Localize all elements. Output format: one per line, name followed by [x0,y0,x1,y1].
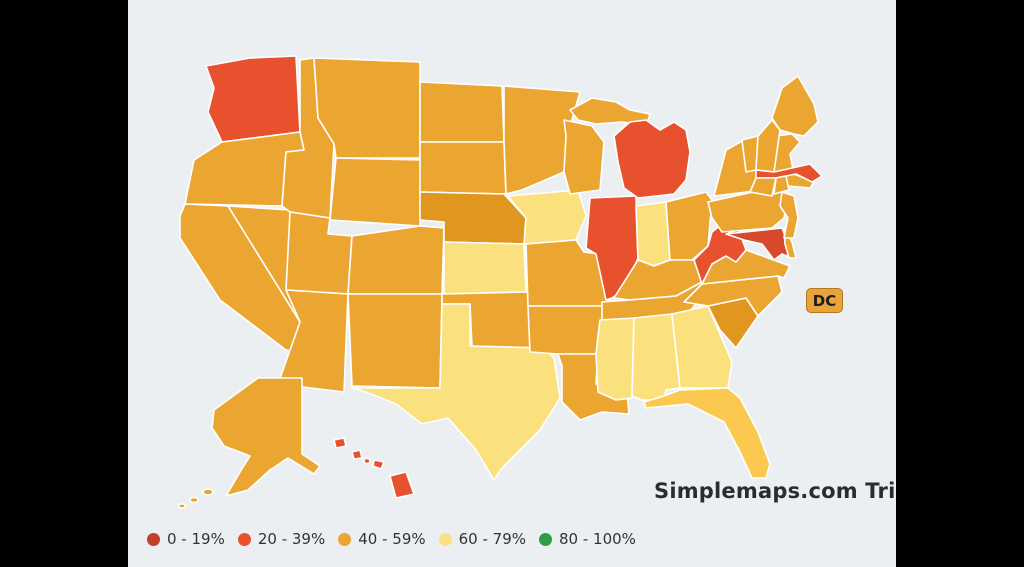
legend-swatch-20-39-icon [237,532,251,546]
state-connecticut[interactable] [749,177,777,197]
state-kansas[interactable] [443,241,527,295]
state-new-mexico[interactable] [347,293,443,389]
state-alaska-island[interactable] [189,496,199,504]
state-south-dakota[interactable] [419,141,507,195]
legend-swatch-0-19-icon [147,532,160,546]
legend-item-20-39: 20 - 39% [237,530,326,548]
state-hawaii[interactable] [363,457,371,465]
state-alaska[interactable] [211,377,321,497]
map-canvas: DC Simplemaps.com Trial 0 - 19% 20 - 39%… [128,0,896,567]
state-maryland[interactable] [725,227,793,261]
state-colorado[interactable] [347,225,445,295]
state-hawaii[interactable] [351,449,363,460]
legend-label: 80 - 100% [559,530,636,548]
dc-label[interactable]: DC [806,288,843,313]
state-florida[interactable] [643,387,771,479]
state-alaska-island[interactable] [202,488,214,496]
legend-item-0-19: 0 - 19% [147,530,225,548]
legend-swatch-40-59-icon [338,532,352,546]
state-hawaii[interactable] [372,459,385,470]
state-new-jersey[interactable] [779,191,799,239]
legend-swatch-60-79-icon [438,532,452,546]
legend: 0 - 19% 20 - 39% 40 - 59% 60 - 79% 80 - … [147,530,636,548]
state-texas[interactable] [351,303,561,481]
state-rhode-island[interactable] [773,175,790,195]
letterbox-right [896,0,1024,567]
us-choropleth-map [177,55,823,509]
state-minnesota[interactable] [503,85,581,195]
legend-item-60-79: 60 - 79% [438,530,527,548]
legend-label: 40 - 59% [358,530,426,548]
state-wisconsin[interactable] [563,119,605,195]
state-michigan[interactable] [613,119,691,199]
state-georgia[interactable] [671,305,733,389]
state-maine[interactable] [771,75,819,137]
legend-swatch-80-100-icon [539,532,553,546]
state-new-hampshire[interactable] [755,119,781,173]
legend-item-80-100: 80 - 100% [539,530,636,548]
state-utah[interactable] [285,211,353,295]
legend-label: 0 - 19% [167,530,225,548]
state-arkansas[interactable] [527,305,607,355]
state-indiana[interactable] [635,201,671,267]
state-washington[interactable] [205,55,301,143]
state-michigan-upper-peninsula[interactable] [569,97,651,127]
watermark-text: Simplemaps.com Trial [654,479,896,503]
letterbox-left [0,0,128,567]
state-north-dakota[interactable] [419,81,505,143]
state-hawaii[interactable] [333,437,347,449]
state-arizona[interactable] [277,289,349,393]
state-mississippi[interactable] [595,317,635,401]
state-hawaii[interactable] [389,471,415,499]
state-wyoming[interactable] [329,157,423,227]
legend-label: 60 - 79% [458,530,527,548]
legend-item-40-59: 40 - 59% [338,530,426,548]
state-alaska-island[interactable] [177,503,187,509]
legend-label: 20 - 39% [257,530,326,548]
